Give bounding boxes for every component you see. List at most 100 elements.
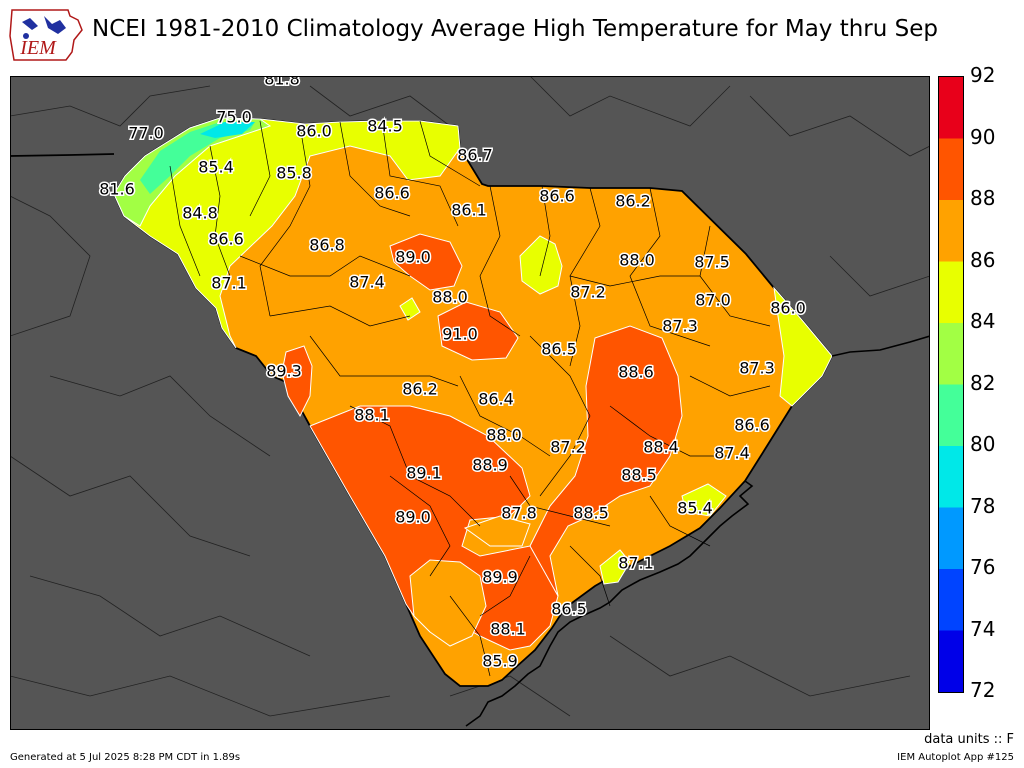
contour-84-86 xyxy=(113,117,461,349)
value-label: 86.6 xyxy=(539,187,575,206)
nc-border-west xyxy=(10,153,115,157)
value-label: 87.4 xyxy=(714,444,750,463)
value-label: 89.3 xyxy=(266,362,302,381)
value-label: 86.2 xyxy=(402,380,438,399)
value-label: 86.0 xyxy=(296,122,332,141)
value-label: 86.2 xyxy=(615,192,651,211)
contour-88-a xyxy=(389,233,463,291)
colorbar-tick-label: 84 xyxy=(970,309,996,333)
value-labels: 81.8 75.0 77.0 86.0 84.5 86.7 85.4 85.8 … xyxy=(98,76,808,672)
value-label: 87.1 xyxy=(618,554,654,573)
value-label: 86.6 xyxy=(734,416,770,435)
value-label: 87.3 xyxy=(662,317,698,336)
value-label: 91.0 xyxy=(442,325,478,344)
value-label: 88.6 xyxy=(618,363,654,382)
value-label: 89.0 xyxy=(395,508,431,527)
value-label: 87.8 xyxy=(501,504,537,523)
value-label: 87.0 xyxy=(695,291,731,310)
colorbar-swatch xyxy=(939,77,963,139)
contour-88-b xyxy=(281,345,313,418)
colorbar-swatch xyxy=(939,261,963,324)
colorbar-tick-label: 80 xyxy=(970,432,996,456)
value-label: 87.2 xyxy=(550,438,586,457)
data-units: data units :: F xyxy=(924,732,1014,747)
contour-island-d xyxy=(681,483,727,517)
contour-78-80 xyxy=(200,122,255,138)
colorbar-tick-label: 72 xyxy=(970,678,996,702)
value-label: 85.4 xyxy=(198,158,234,177)
contour-91 xyxy=(437,301,519,361)
value-label: 88.1 xyxy=(490,620,526,639)
value-label: 85.9 xyxy=(482,652,518,671)
value-label: 86.5 xyxy=(551,600,587,619)
colorbar-tick-label: 86 xyxy=(970,247,996,272)
value-label: 88.5 xyxy=(573,504,609,523)
value-label: 86.0 xyxy=(770,299,806,318)
value-label: 87.3 xyxy=(739,359,775,378)
value-label: 88.0 xyxy=(486,426,522,445)
colorbar-swatch xyxy=(939,507,963,570)
map-frame xyxy=(10,76,930,730)
colorbar-tick-label: 88 xyxy=(970,186,996,210)
value-label: 84.8 xyxy=(182,204,218,223)
value-label: 85.4 xyxy=(677,499,713,518)
value-label: 87.4 xyxy=(349,273,385,292)
contour-island-a xyxy=(519,235,563,295)
value-label: 87.1 xyxy=(211,274,247,293)
value-label: 87.2 xyxy=(570,283,606,302)
value-label: 87.5 xyxy=(694,253,730,272)
contour-island-b xyxy=(399,297,421,321)
coastline xyxy=(465,480,754,727)
value-label: 86.6 xyxy=(208,230,244,249)
neighbor-county-lines xyxy=(10,76,930,717)
value-label: 88.5 xyxy=(621,466,657,485)
value-label: 75.0 xyxy=(216,108,252,127)
map-panel: 81.8 75.0 77.0 86.0 84.5 86.7 85.4 85.8 … xyxy=(10,76,930,730)
value-label: 85.8 xyxy=(276,164,312,183)
iem-logo: IEM xyxy=(8,6,84,64)
value-label: 86.8 xyxy=(309,236,345,255)
colorbar-swatch xyxy=(939,200,963,262)
value-label: 88.0 xyxy=(619,251,655,270)
contour-86-inset-b xyxy=(463,515,531,547)
value-label: 89.1 xyxy=(406,464,442,483)
value-label: 88.4 xyxy=(643,438,679,457)
colorbar-swatch xyxy=(939,384,963,447)
value-label: 89.0 xyxy=(395,248,431,267)
value-label: 86.6 xyxy=(374,184,410,203)
colorbar-tick-label: 78 xyxy=(970,493,996,518)
nc-coastline xyxy=(831,335,930,357)
value-label: 88.9 xyxy=(472,456,508,475)
value-label: 77.0 xyxy=(128,124,164,143)
colorbar-tick-label: 82 xyxy=(970,370,996,395)
contour-88-d xyxy=(529,325,683,597)
generated-timestamp: Generated at 5 Jul 2025 8:28 PM CDT in 1… xyxy=(10,752,241,763)
colorbar-swatch xyxy=(939,323,963,385)
value-label: 86.4 xyxy=(478,390,514,409)
contour-island-c xyxy=(599,549,631,585)
value-label: 81.6 xyxy=(99,180,135,199)
contour-80-82 xyxy=(140,122,255,194)
logo-text: IEM xyxy=(19,37,57,59)
value-label: 88.1 xyxy=(354,406,390,425)
colorbar-swatch xyxy=(939,446,963,508)
colorbar-tick-label: 74 xyxy=(970,616,996,641)
value-label: 89.9 xyxy=(482,568,518,587)
colorbar-tick-label: 92 xyxy=(970,63,996,87)
contour-82-84 xyxy=(113,117,272,227)
app-id: IEM Autoplot App #125 xyxy=(897,752,1014,763)
county-lines xyxy=(169,120,771,677)
colorbar-tick-label: 76 xyxy=(970,555,996,579)
value-label: 88.0 xyxy=(432,288,468,307)
contour-coast-north xyxy=(773,286,833,407)
value-label: 84.5 xyxy=(367,117,403,136)
contour-86-inset xyxy=(409,559,487,647)
value-label: 86.5 xyxy=(541,340,577,359)
value-label: 81.8 xyxy=(264,76,300,89)
value-label: 86.7 xyxy=(457,146,493,165)
colorbar xyxy=(938,76,964,693)
colorbar-swatch xyxy=(939,630,963,692)
colorbar-swatch xyxy=(939,138,963,201)
colorbar-tick-label: 90 xyxy=(970,124,996,149)
value-label: 86.1 xyxy=(451,201,487,220)
